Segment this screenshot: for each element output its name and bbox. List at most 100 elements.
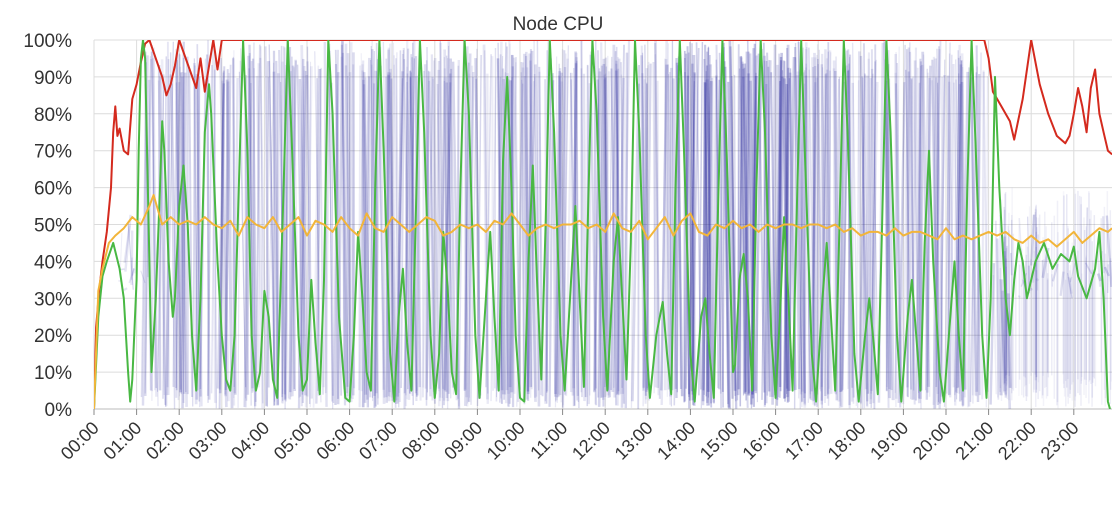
node-band-line <box>346 42 353 397</box>
node-band-line <box>954 44 961 406</box>
node-band-line <box>597 64 606 407</box>
y-tick-label: 0% <box>45 400 73 421</box>
node-band-line <box>787 57 796 402</box>
node-band-line <box>267 77 276 402</box>
node-band-line <box>428 71 436 404</box>
node-band-line <box>807 47 816 407</box>
node-band-line <box>640 45 647 404</box>
node-band-line <box>1006 293 1012 388</box>
node-band-line <box>301 75 308 403</box>
node-band-line <box>224 64 232 395</box>
node-band-line <box>925 65 932 400</box>
node-band-line <box>160 59 168 407</box>
x-tick-label: 21:00 <box>951 418 997 464</box>
node-band-line <box>432 78 440 392</box>
x-tick-label: 05:00 <box>270 418 316 464</box>
node-band-line <box>936 48 944 394</box>
node-band-line <box>444 82 448 392</box>
node-band-line <box>663 58 671 405</box>
node-band-line <box>894 46 900 393</box>
node-band-line <box>328 48 334 409</box>
node-band-line <box>587 65 591 396</box>
node-band-line <box>739 56 747 392</box>
x-tick-label: 11:00 <box>526 418 571 463</box>
node-band-line <box>299 71 307 397</box>
node-band-line <box>931 59 939 406</box>
node-band-line <box>157 65 162 391</box>
node-band-line <box>620 62 625 404</box>
node-band-line <box>181 72 187 409</box>
node-band-line <box>344 43 349 394</box>
node-band-line <box>576 60 580 408</box>
node-band-line <box>157 80 166 396</box>
node-band-line <box>884 70 888 392</box>
node-band-line <box>642 68 648 391</box>
node-band-line <box>213 69 217 409</box>
series-lines <box>94 40 1112 409</box>
node-band-line <box>821 58 828 401</box>
node-band-line <box>132 268 135 276</box>
node-band-line <box>336 40 344 405</box>
node-band-line <box>956 55 961 400</box>
node-band-line <box>748 53 757 391</box>
node-band-line <box>828 52 832 389</box>
node-band-line <box>668 74 672 394</box>
node-band-line <box>483 50 489 394</box>
node-band-line <box>451 61 461 409</box>
node-band-line <box>195 74 202 397</box>
node-band-line <box>509 43 512 393</box>
node-band-line <box>544 71 552 402</box>
y-tick-label: 100% <box>23 31 72 52</box>
node-band-line <box>561 49 564 406</box>
node-band-line <box>409 77 417 394</box>
node-band-line <box>736 76 745 396</box>
node-band-line <box>701 82 707 402</box>
node-band-line <box>434 69 440 395</box>
x-tick-label: 07:00 <box>355 418 401 464</box>
node-band-line <box>835 56 842 406</box>
node-band-line <box>505 78 510 391</box>
node-band-line <box>645 63 652 392</box>
x-tick-label: 02:00 <box>142 418 188 464</box>
node-band-line <box>389 72 397 408</box>
node-band-line <box>676 78 680 393</box>
node-band-line <box>525 55 530 401</box>
x-tick-label: 19:00 <box>866 418 912 464</box>
node-band-line <box>795 75 803 395</box>
node-band-line <box>690 72 696 392</box>
node-band-line <box>985 76 989 408</box>
node-band-line <box>554 56 558 408</box>
node-band-line <box>180 72 186 394</box>
node-band-line <box>712 75 718 390</box>
node-band-line <box>179 72 185 403</box>
node-band-line <box>594 68 600 391</box>
node-band-line <box>707 47 713 408</box>
node-band-line <box>706 79 715 403</box>
node-band-line <box>1067 276 1073 294</box>
node-band-line <box>811 65 817 402</box>
node-band-line <box>218 66 226 409</box>
node-band-line <box>151 58 158 397</box>
node-band-line <box>910 78 915 400</box>
node-band-line <box>604 66 608 387</box>
node-band-line <box>447 68 453 394</box>
node-band-line <box>476 55 482 406</box>
node-band-line <box>264 46 270 388</box>
node-band-line <box>685 53 691 409</box>
node-band-line <box>1000 290 1004 396</box>
node-band-line <box>1103 266 1110 277</box>
node-band-line <box>443 49 450 402</box>
node-band-line <box>317 67 322 392</box>
node-band-line <box>940 76 943 397</box>
node-band-line <box>233 77 239 394</box>
node-band-line <box>344 65 353 403</box>
x-tick-label: 03:00 <box>185 418 231 464</box>
node-band-line <box>812 57 817 405</box>
node-band-line <box>999 279 1007 398</box>
node-band-line <box>447 58 454 395</box>
node-band-line <box>436 84 445 389</box>
node-band-line <box>162 56 168 399</box>
node-band-line <box>715 76 722 394</box>
node-band-line <box>519 72 523 390</box>
x-tick-label: 04:00 <box>227 418 273 464</box>
